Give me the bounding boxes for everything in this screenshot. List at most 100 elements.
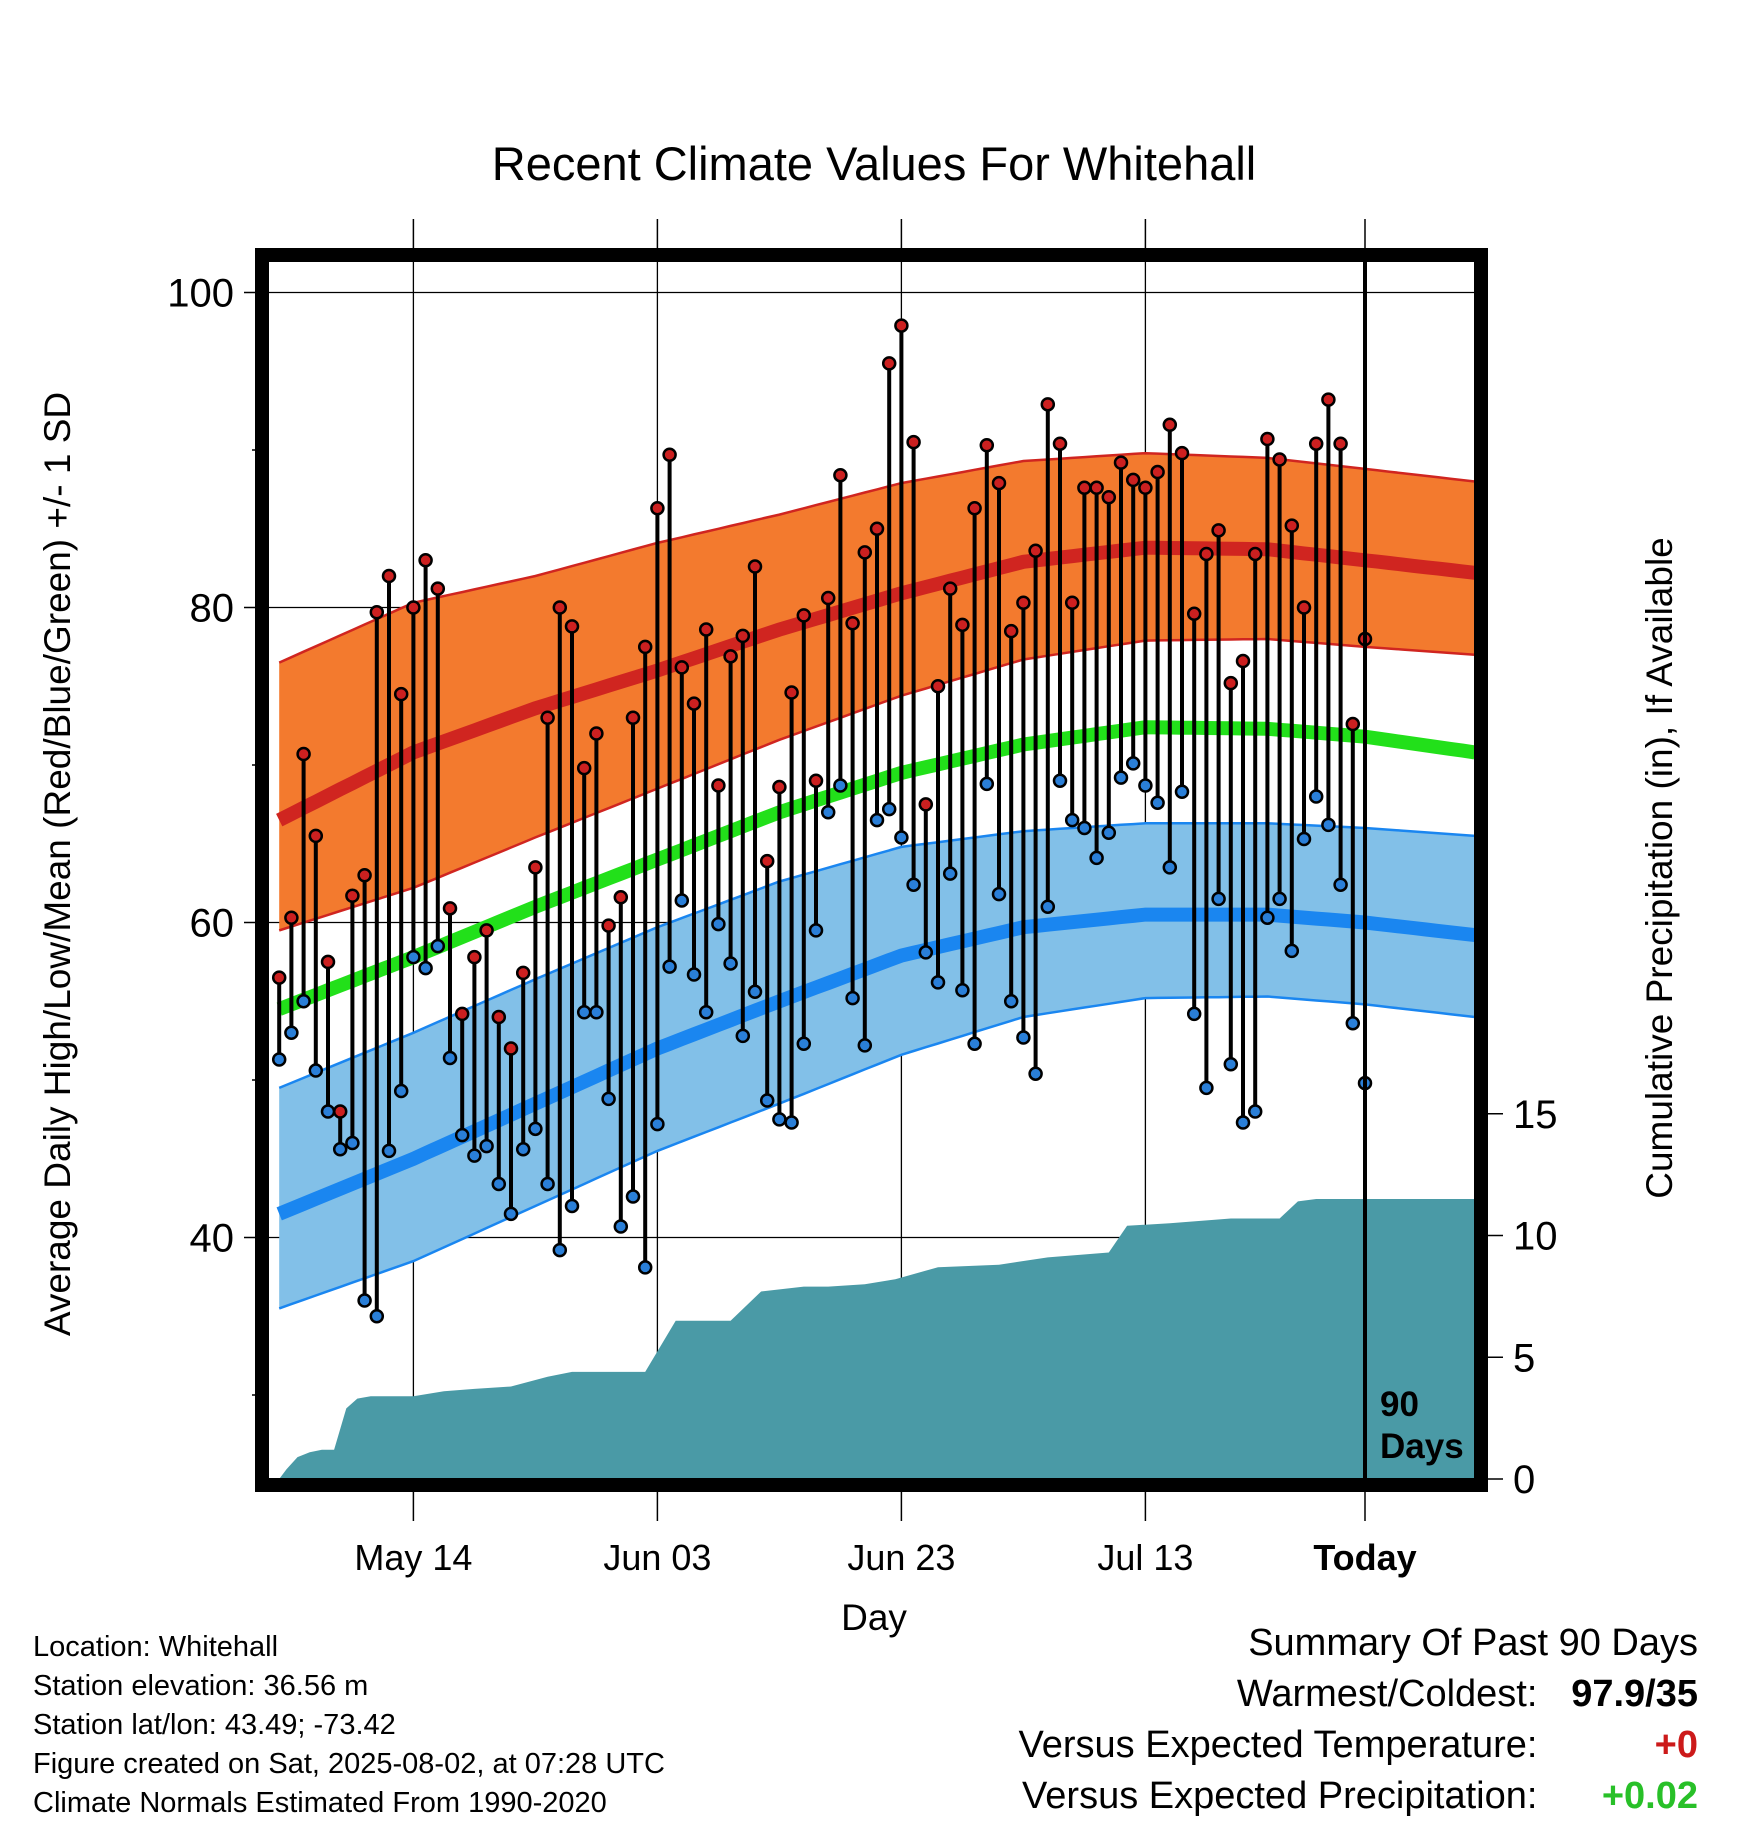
low-point [613,1219,629,1234]
high-point [833,467,848,483]
high-point [284,910,299,926]
precip-versus-row: Versus Expected Precipitation: +0.02 [1019,1771,1698,1822]
high-point [1064,595,1080,611]
temp-versus-value: +0 [1654,1724,1698,1766]
high-point [564,619,580,634]
day-observation [1052,436,1068,788]
day-observation [369,604,385,1324]
day-observation [345,888,360,1151]
day-observation [1016,595,1031,1045]
station-info: Location: Whitehall Station elevation: 3… [33,1628,665,1823]
high-point [1186,606,1202,622]
low-point [369,1309,385,1324]
high-point [1101,490,1117,505]
day-observation [1199,546,1214,1096]
low-point [271,1052,287,1067]
high-point [1089,480,1104,496]
low-point [1052,773,1068,788]
low-point [686,967,702,982]
temp-versus-row: Versus Expected Temperature: +0 [1019,1720,1698,1771]
day-observation [1028,543,1043,1081]
day-observation [296,746,311,1009]
y-tick-label: 100 [167,272,234,316]
low-point [1284,943,1300,959]
high-point [1052,436,1068,451]
day-observation [284,910,299,1040]
high-point [418,553,433,568]
day-observation [1003,623,1019,1009]
low-point [1040,899,1056,914]
low-point [296,994,311,1009]
precip-area [279,1199,1475,1479]
low-sd-band [279,823,1475,1309]
y-tick-label: 80 [190,587,235,631]
low-point [784,1115,799,1130]
day-observation [1308,436,1324,804]
low-point [491,1176,507,1192]
low-point [723,956,738,971]
day-observation [637,639,653,1275]
day-observation [1272,452,1287,907]
low-point [637,1260,653,1275]
low-point [601,1091,616,1107]
normal-low-line [276,907,1476,1221]
day-observation [1321,392,1336,833]
low-point [320,1104,336,1119]
high-point [381,568,397,584]
high-point [503,1041,519,1056]
day-observation [967,501,982,1052]
low-point [552,1242,568,1258]
period-label-number: 90 [1380,1385,1419,1424]
day-observation [1125,472,1141,771]
normals-line: Climate Normals Estimated From 1990-2020 [33,1787,607,1819]
high-point [589,726,604,741]
low-point [1199,1080,1214,1096]
day-observation [1211,523,1226,907]
high-point [808,773,824,788]
day-observation [491,1009,507,1192]
location-line: Location: Whitehall [33,1631,279,1663]
low-point [942,866,958,881]
day-observation [894,318,909,845]
high-point [1223,675,1239,691]
low-point [1272,891,1287,907]
day-observation [772,779,787,1127]
low-point [869,812,885,828]
x-tick-label: Jun 03 [603,1537,711,1578]
day-observation [930,679,946,990]
low-point [1321,817,1336,833]
low-point [454,1127,470,1143]
day-observation [1247,546,1263,1119]
low-point [1308,789,1324,804]
day-observation [735,628,751,1044]
day-observation [650,501,665,1132]
day-observation [479,923,494,1154]
day-observation [467,949,482,1163]
day-observation [833,467,848,793]
day-observation [1162,417,1178,875]
day-observation [698,622,714,1020]
plot-border [255,248,1488,1492]
day-observation [393,686,409,1099]
day-observation [271,970,287,1067]
day-observation [1174,445,1190,800]
high-point [1174,445,1190,461]
high-point [698,622,714,637]
high-point [491,1009,507,1025]
axis-ticks: 40 60 80 100 0 5 10 15 May 14 Jun 03 Jun 23 Jul 13 T… [167,219,1558,1578]
low-point [418,960,433,976]
day-observation [881,356,897,817]
day-observation [1138,480,1153,793]
low-point [711,916,726,932]
day-observation [430,581,446,954]
day-observation [308,828,324,1078]
day-observation [1040,397,1056,914]
day-observation [686,696,702,982]
high-point [625,710,641,725]
high-point [1040,397,1056,412]
day-observation [1223,675,1239,1072]
day-observation [759,853,775,1108]
temp-versus-label: Versus Expected Temperature: [1018,1724,1538,1766]
